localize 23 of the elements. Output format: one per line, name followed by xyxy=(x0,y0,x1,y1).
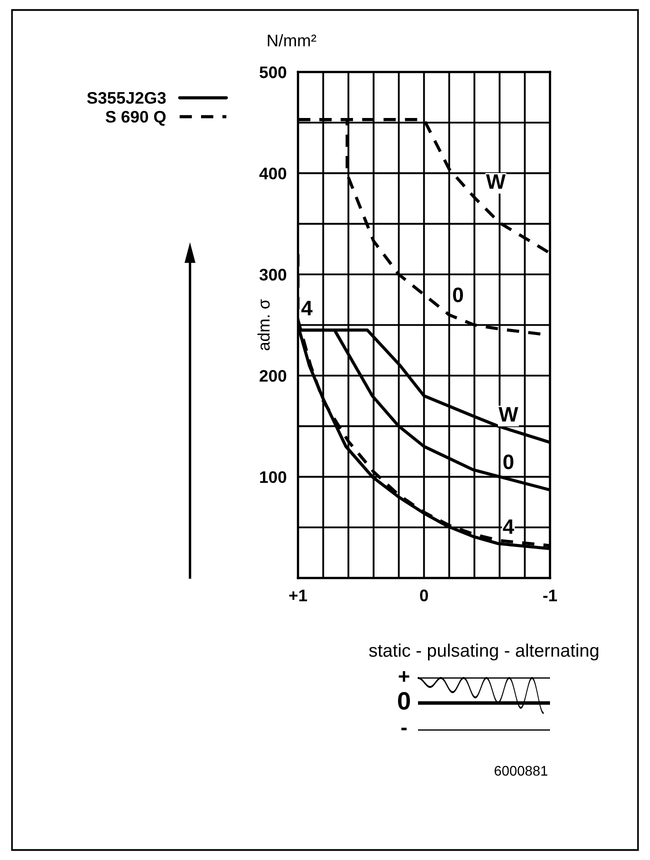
annotation: 4 xyxy=(502,519,514,534)
text: + xyxy=(398,671,410,682)
annotation: W xyxy=(486,174,506,189)
text: N/mm² xyxy=(268,34,316,46)
text: 6000881 xyxy=(494,766,548,776)
text: - xyxy=(401,728,407,730)
legend-label: S 690 Q xyxy=(106,110,166,126)
y-tick-label: 100 xyxy=(260,471,286,484)
annotation: 4 xyxy=(301,300,312,316)
x-tick-label: +1 xyxy=(289,590,308,602)
text: 0 xyxy=(398,692,410,710)
annotation: 0 xyxy=(503,454,514,470)
y-tick-label: 300 xyxy=(259,268,286,281)
annotation: 0 xyxy=(453,288,463,302)
x-tick-label: 0 xyxy=(420,590,428,602)
y-tick-label: 400 xyxy=(259,168,286,180)
y-tick-label: 500 xyxy=(260,66,286,78)
legend-label: S355J2G3 xyxy=(87,92,166,104)
y-axis-title: adm. σ xyxy=(257,299,270,350)
x-tick-label: -1 xyxy=(543,590,557,602)
annotation: W xyxy=(498,407,518,422)
y-tick-label: 200 xyxy=(260,370,286,382)
text: static - pulsating - alternating xyxy=(369,644,598,660)
